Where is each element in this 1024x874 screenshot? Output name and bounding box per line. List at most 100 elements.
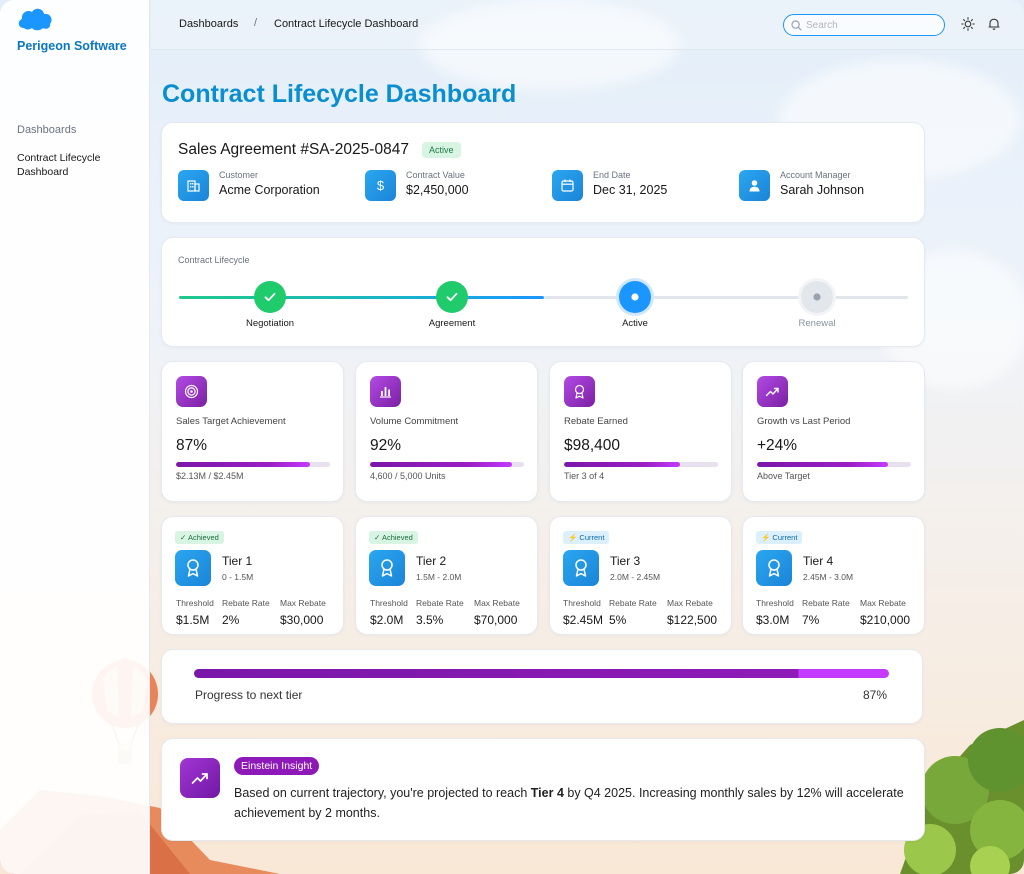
tier-name: Tier 3 — [610, 554, 641, 568]
field-label: Account Manager — [780, 170, 851, 180]
tier-threshold-value: $1.5M — [176, 613, 210, 627]
tier-card-1: ✓ Achieved Tier 1 0 - 1.5M Threshold Reb… — [161, 516, 344, 635]
tier-col-max: Max Rebate — [667, 598, 713, 608]
tier-range: 1.5M - 2.0M — [416, 572, 462, 582]
tier-col-threshold: Threshold — [563, 598, 601, 608]
metric-progress-bar — [564, 462, 718, 467]
nav-section-dashboards[interactable]: Dashboards — [17, 124, 77, 136]
page-title: Contract Lifecycle Dashboard — [162, 80, 517, 108]
field-label: Customer — [219, 170, 259, 180]
contract-field-value: $ Contract Value $2,450,000 — [365, 170, 535, 202]
lifecycle-stage-label: Agreement — [428, 318, 476, 329]
lifecycle-node-active — [619, 281, 651, 313]
tier-range: 0 - 1.5M — [222, 572, 254, 582]
svg-text:$: $ — [377, 178, 385, 193]
award-icon — [564, 376, 595, 407]
insight-text: Based on current trajectory, you're proj… — [234, 783, 914, 823]
contract-field-end-date: End Date Dec 31, 2025 — [552, 170, 722, 202]
tier-range: 2.45M - 3.0M — [803, 572, 854, 582]
lifecycle-track-complete — [179, 296, 544, 299]
bar-chart-icon — [370, 376, 401, 407]
insight-highlight: Tier 4 — [530, 786, 564, 800]
lifecycle-track-remaining — [544, 296, 908, 299]
contract-summary-card: Sales Agreement #SA-2025-0847 Active Cus… — [161, 122, 925, 223]
metric-subtext: Above Target — [757, 471, 810, 481]
metric-progress-bar — [757, 462, 911, 467]
tier-range: 2.0M - 2.45M — [610, 572, 661, 582]
tier-rate-value: 2% — [222, 613, 240, 627]
sidebar: Perigeon Software Dashboards Contract Li… — [0, 0, 150, 874]
breadcrumb-separator: / — [254, 17, 258, 29]
search-icon — [791, 20, 802, 31]
building-icon — [178, 170, 209, 201]
insight-text-before: Based on current trajectory, you're proj… — [234, 786, 531, 800]
tier-col-max: Max Rebate — [280, 598, 326, 608]
tier-threshold-value: $3.0M — [756, 613, 790, 627]
tier-col-rate: Rebate Rate — [222, 598, 270, 608]
ribbon-icon — [563, 550, 599, 586]
field-label: End Date — [593, 170, 631, 180]
tier-max-value: $70,000 — [474, 613, 518, 627]
user-icon — [739, 170, 770, 201]
metric-card-growth: Growth vs Last Period +24% Above Target — [742, 361, 925, 502]
tier-card-4: ⚡ Current Tier 4 2.45M - 3.0M Threshold … — [742, 516, 925, 635]
sidebar-item-contract-lifecycle-dashboard[interactable]: Contract Lifecycle Dashboard — [17, 152, 101, 178]
ribbon-icon — [175, 550, 211, 586]
metric-progress-bar — [370, 462, 524, 467]
trending-up-icon — [180, 758, 220, 798]
metric-card-rebate-earned: Rebate Earned $98,400 Tier 3 of 4 — [549, 361, 732, 502]
salesforce-cloud-logo — [18, 8, 52, 31]
tier-max-value: $122,500 — [667, 613, 718, 627]
metric-progress-fill — [370, 462, 512, 467]
dollar-icon: $ — [365, 170, 396, 201]
tier-max-value: $210,000 — [860, 613, 911, 627]
tier-max-value: $30,000 — [280, 613, 324, 627]
metric-value: $98,400 — [564, 437, 621, 454]
field-value: $2,450,000 — [406, 183, 469, 197]
tier-rate-value: 3.5% — [416, 613, 444, 627]
metric-label: Growth vs Last Period — [757, 416, 851, 427]
pending-dot-icon — [813, 293, 821, 301]
tier-col-threshold: Threshold — [756, 598, 794, 608]
tier-card-2: ✓ Achieved Tier 2 1.5M - 2.0M Threshold … — [355, 516, 538, 635]
tier-status-badge: ✓ Achieved — [175, 531, 224, 544]
tier-col-max: Max Rebate — [860, 598, 906, 608]
brand-name: Perigeon Software — [17, 39, 127, 53]
trending-up-icon — [757, 376, 788, 407]
next-tier-label: Progress to next tier — [195, 688, 303, 702]
lifecycle-stage-label: Negotiation — [245, 318, 295, 329]
metric-subtext: 4,600 / 5,000 Units — [370, 471, 446, 481]
tier-threshold-value: $2.45M — [563, 613, 604, 627]
next-tier-progress-card: Progress to next tier 87% — [161, 649, 923, 724]
contract-field-account-manager: Account Manager Sarah Johnson — [739, 170, 909, 202]
tier-col-threshold: Threshold — [370, 598, 408, 608]
ribbon-icon — [369, 550, 405, 586]
tier-status-badge: ⚡ Current — [756, 531, 803, 544]
insight-text-after: by Q4 2025. Increasing monthly sales by … — [234, 786, 904, 820]
tier-rate-value: 7% — [802, 613, 820, 627]
metric-label: Rebate Earned — [564, 416, 628, 427]
tier-status-badge: ⚡ Current — [563, 531, 610, 544]
tier-col-rate: Rebate Rate — [416, 598, 464, 608]
metric-value: 92% — [370, 437, 402, 454]
next-tier-progress-bar — [194, 669, 889, 678]
notifications-bell-icon[interactable] — [987, 17, 1001, 31]
tier-card-3: ⚡ Current Tier 3 2.0M - 2.45M Threshold … — [549, 516, 732, 635]
breadcrumb-dashboards[interactable]: Dashboards — [179, 18, 239, 30]
search-box[interactable] — [783, 14, 945, 36]
metric-card-sales-target: Sales Target Achievement 87% $2.13M / $2… — [161, 361, 344, 502]
lifecycle-stage-label: Renewal — [798, 318, 836, 329]
theme-toggle-sun-icon[interactable] — [961, 17, 975, 31]
contract-lifecycle-card: Contract Lifecycle Negotiation Agreement… — [161, 237, 925, 347]
metric-value: +24% — [757, 437, 798, 454]
lifecycle-node-negotiation — [254, 281, 286, 313]
tier-col-max: Max Rebate — [474, 598, 520, 608]
metric-progress-fill — [564, 462, 680, 467]
lifecycle-label: Contract Lifecycle — [178, 255, 250, 265]
ribbon-icon — [756, 550, 792, 586]
check-icon — [264, 292, 276, 302]
metric-progress-bar — [176, 462, 330, 467]
metric-label: Sales Target Achievement — [176, 416, 286, 427]
search-input[interactable] — [806, 18, 936, 32]
